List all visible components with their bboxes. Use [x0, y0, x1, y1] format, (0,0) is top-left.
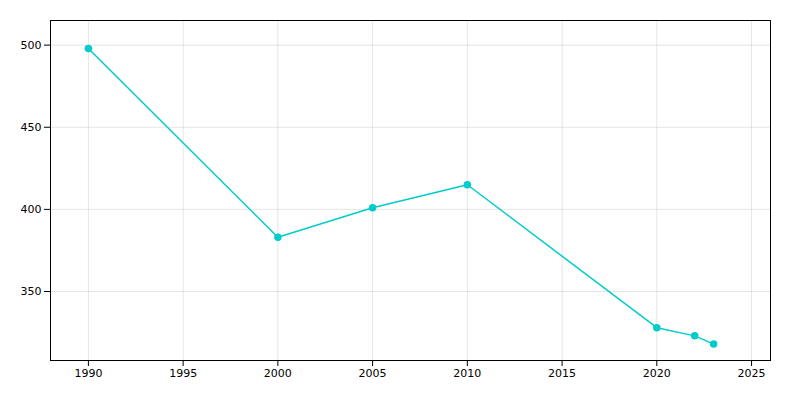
svg-text:2010: 2010 [453, 367, 481, 380]
svg-text:500: 500 [21, 39, 42, 52]
svg-text:400: 400 [21, 203, 42, 216]
svg-text:2025: 2025 [738, 367, 766, 380]
svg-text:2015: 2015 [548, 367, 576, 380]
svg-text:2000: 2000 [264, 367, 292, 380]
svg-text:450: 450 [21, 121, 42, 134]
svg-text:1995: 1995 [169, 367, 197, 380]
svg-text:350: 350 [21, 285, 42, 298]
svg-text:1990: 1990 [74, 367, 102, 380]
svg-text:2020: 2020 [643, 367, 671, 380]
svg-text:2005: 2005 [359, 367, 387, 380]
